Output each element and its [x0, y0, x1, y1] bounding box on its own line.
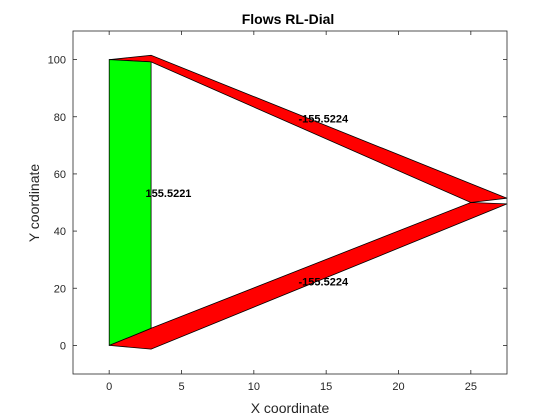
y-tick-label: 80	[54, 112, 66, 124]
x-tick-label: 20	[392, 381, 404, 393]
flow-label-top-link: -155.5224	[299, 114, 349, 126]
y-axis: 0 20 40 60 80 100	[48, 55, 507, 352]
flow-band-top-link	[109, 54, 508, 203]
flow-band-left-link	[108, 59, 152, 346]
y-tick-label: 100	[48, 55, 66, 67]
flow-label-left-link: 155.5221	[146, 188, 192, 200]
y-tick-label: 0	[60, 340, 66, 352]
x-axis: 0 5 10 15 20 25	[106, 31, 477, 393]
x-axis-label: X coordinate	[251, 400, 330, 416]
y-tick-label: 40	[54, 226, 66, 238]
x-tick-label: 5	[178, 381, 184, 393]
x-tick-label: 0	[106, 381, 112, 393]
x-tick-label: 10	[248, 381, 260, 393]
chart-title: Flows RL-Dial	[242, 11, 335, 27]
y-axis-label: Y coordinate	[26, 164, 42, 243]
x-tick-label: 15	[320, 381, 332, 393]
flow-label-bottom-link: -155.5224	[299, 276, 349, 288]
y-tick-label: 60	[54, 169, 66, 181]
x-tick-label: 25	[465, 381, 477, 393]
axes-box	[72, 30, 508, 375]
y-tick-label: 20	[54, 283, 66, 295]
plot-area: -155.5224 -155.5224 155.5221	[108, 54, 508, 350]
